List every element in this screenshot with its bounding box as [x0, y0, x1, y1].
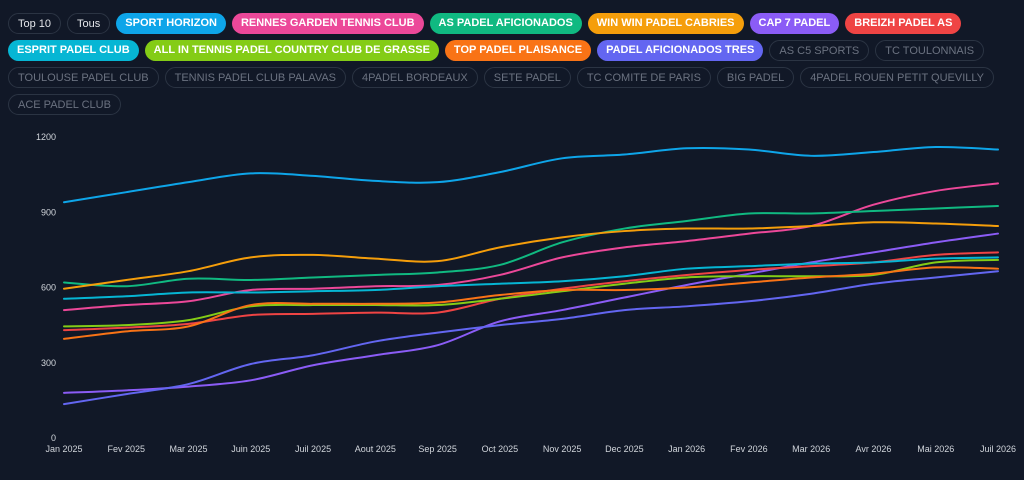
series-line [63, 232, 999, 394]
club-filter-chip[interactable]: TC COMITE DE PARIS [576, 67, 711, 88]
y-tick-label: 300 [41, 358, 56, 368]
x-tick-label: Mai 2026 [917, 444, 954, 454]
x-tick-label: Avr 2026 [856, 444, 892, 454]
series-lines [63, 146, 999, 406]
club-filter-chip[interactable]: TENNIS PADEL CLUB PALAVAS [164, 67, 347, 88]
club-filter-chip[interactable]: ACE PADEL CLUB [8, 94, 121, 115]
club-filter-chip[interactable]: 4PADEL ROUEN PETIT QUEVILLY [800, 67, 995, 88]
x-tick-label: Jan 2025 [45, 444, 82, 454]
x-tick-label: Juil 2026 [980, 444, 1016, 454]
x-tick-label: Nov 2025 [543, 444, 582, 454]
series-line [63, 204, 999, 288]
all-filter-button[interactable]: Tous [67, 13, 111, 34]
x-tick-label: Aout 2025 [355, 444, 396, 454]
x-tick-label: Juin 2025 [231, 444, 270, 454]
x-axis: Jan 2025 Fev 2025 Mar 2025 Juin 2025 Juil 20… [45, 444, 1016, 454]
club-filter-chip[interactable]: TC TOULONNAIS [875, 40, 985, 61]
series-line [63, 146, 999, 204]
y-tick-label: 600 [41, 283, 56, 293]
x-tick-label: Juil 2025 [295, 444, 331, 454]
x-tick-label: Mar 2026 [792, 444, 830, 454]
x-tick-label: Mar 2025 [170, 444, 208, 454]
club-filter-chip[interactable]: PADEL AFICIONADOS TRES [597, 40, 764, 61]
y-tick-label: 0 [51, 433, 56, 443]
club-filter-chip[interactable]: BIG PADEL [716, 67, 795, 88]
club-filter-chip[interactable]: 4PADEL BORDEAUX [352, 67, 478, 88]
club-filter-chip[interactable]: SPORT HORIZON [116, 13, 226, 34]
club-filter-chip[interactable]: TOP PADEL PLAISANCE [444, 40, 592, 61]
club-filter-bar: Top 10 Tous SPORT HORIZON RENNES GARDEN T… [8, 13, 1008, 115]
x-tick-label: Jan 2026 [668, 444, 705, 454]
series-line [63, 182, 999, 312]
club-filter-chip[interactable]: BREIZH PADEL AS [845, 13, 962, 34]
club-filter-chip[interactable]: AS PADEL AFICIONADOS [429, 13, 582, 34]
x-tick-label: Fev 2026 [730, 444, 768, 454]
club-filter-chip[interactable]: TOULOUSE PADEL CLUB [8, 67, 159, 88]
top-10-filter-button[interactable]: Top 10 [8, 13, 62, 34]
series-line [63, 251, 999, 332]
club-filter-chip[interactable]: ESPRIT PADEL CLUB [8, 40, 139, 61]
club-filter-chip[interactable]: SETE PADEL [483, 67, 571, 88]
x-tick-label: Fev 2025 [108, 444, 146, 454]
series-line [63, 266, 999, 340]
series-line [63, 221, 999, 290]
y-tick-label: 900 [41, 207, 56, 217]
club-filter-chip[interactable]: ALL IN TENNIS PADEL COUNTRY CLUB DE GRAS… [144, 40, 439, 61]
series-line [63, 270, 999, 406]
x-tick-label: Dec 2025 [605, 444, 644, 454]
y-tick-label: 1200 [36, 132, 56, 142]
series-line [63, 256, 999, 300]
club-filter-chip[interactable]: CAP 7 PADEL [749, 13, 840, 34]
club-filter-chip[interactable]: WIN WIN PADEL CABRIES [587, 13, 744, 34]
x-tick-label: Sep 2025 [418, 444, 457, 454]
club-filter-chip[interactable]: RENNES GARDEN TENNIS CLUB [231, 13, 424, 34]
x-tick-label: Oct 2025 [482, 444, 519, 454]
y-axis: 0 300 600 900 1200 [36, 132, 56, 443]
club-filter-chip[interactable]: AS C5 SPORTS [769, 40, 870, 61]
